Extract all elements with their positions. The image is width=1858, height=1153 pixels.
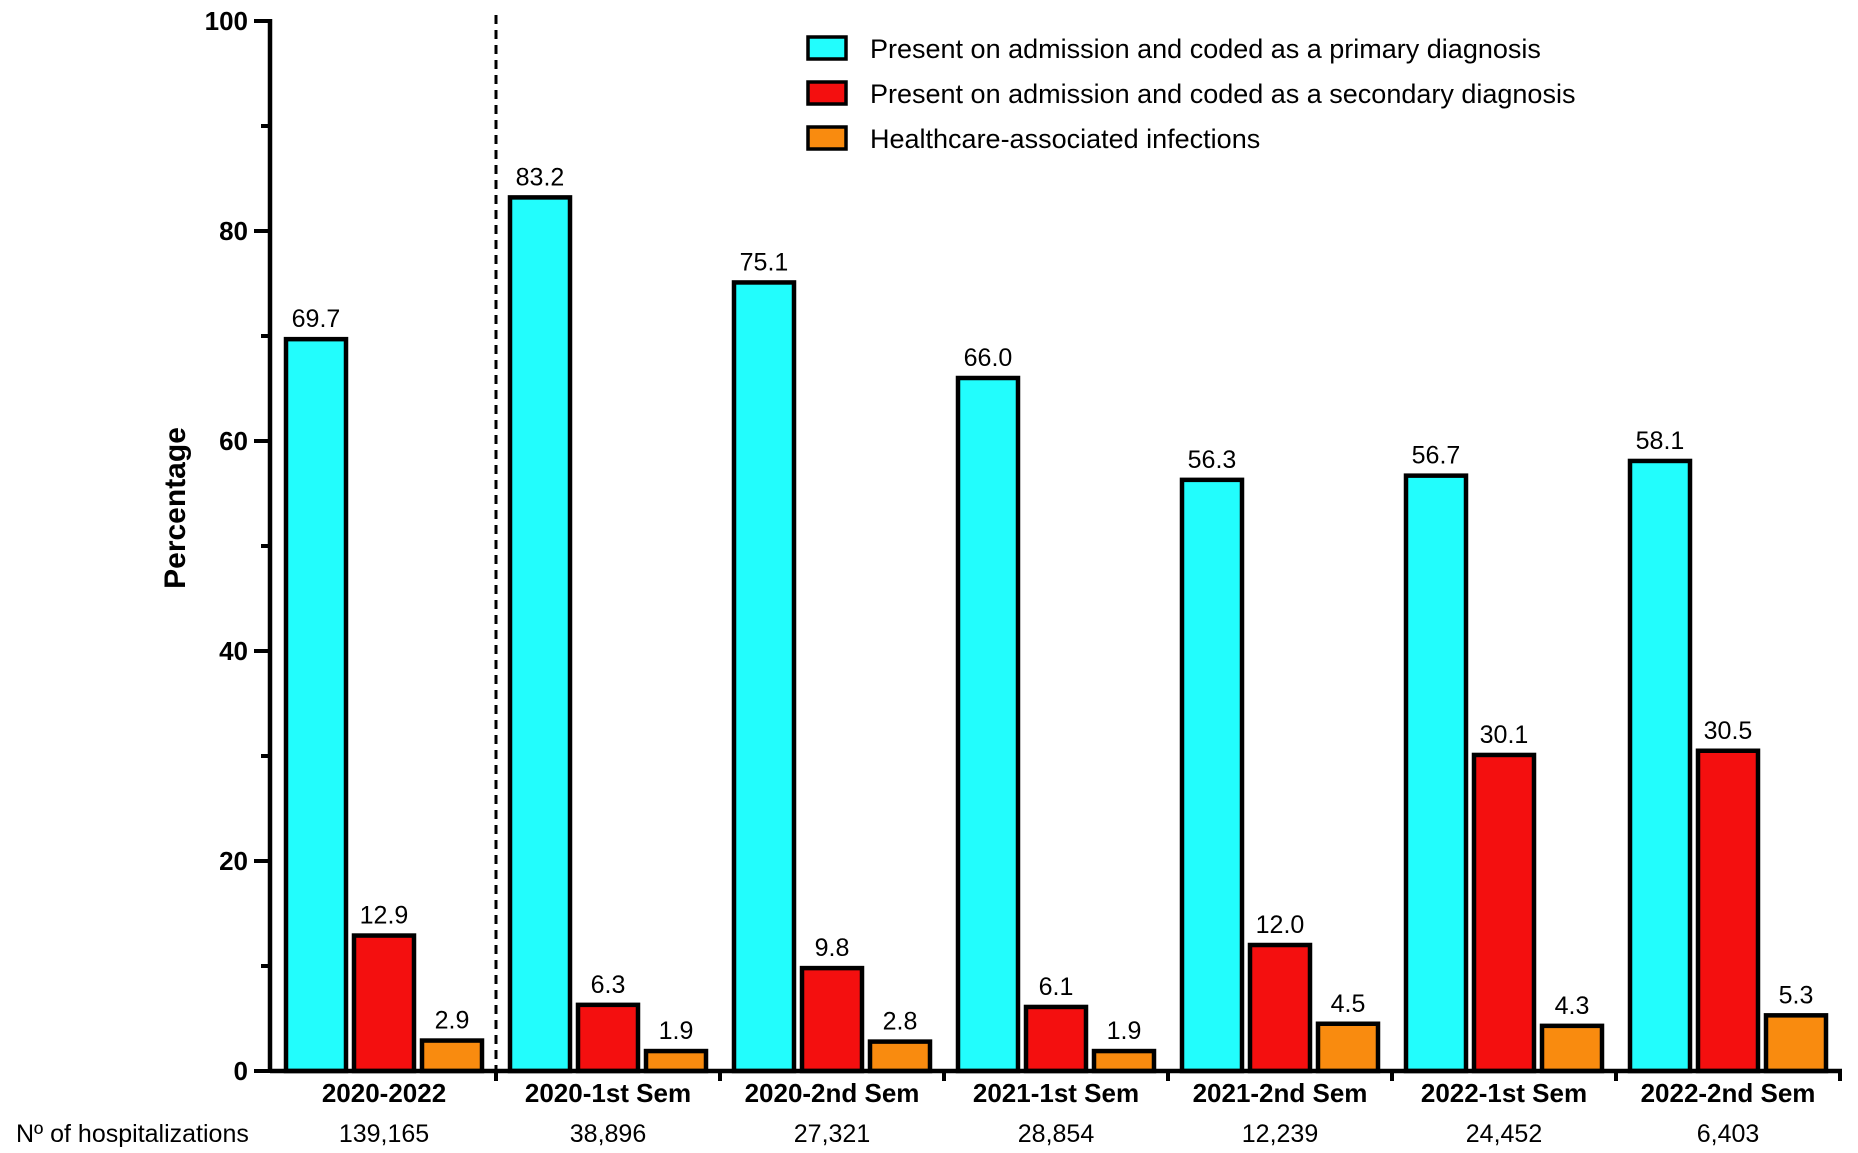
bar <box>507 195 573 1074</box>
x-tick-label: 2021-1st Sem <box>973 1078 1139 1108</box>
data-label: 30.5 <box>1704 717 1753 745</box>
data-label: 12.9 <box>360 902 409 930</box>
bar <box>1403 473 1469 1074</box>
bar <box>419 1038 485 1074</box>
data-label: 66.0 <box>964 344 1013 372</box>
y-tick-label: 80 <box>219 216 248 246</box>
x-tick-label: 2020-1st Sem <box>525 1078 691 1108</box>
data-label: 9.8 <box>815 934 850 962</box>
bar <box>1179 477 1245 1074</box>
hospitalizations-count: 139,165 <box>339 1120 429 1148</box>
hospitalizations-count: 27,321 <box>794 1120 870 1148</box>
bar <box>731 280 797 1074</box>
legend-swatch <box>806 35 848 61</box>
x-tick-label: 2020-2nd Sem <box>745 1078 920 1108</box>
hospitalizations-count: 28,854 <box>1018 1120 1095 1148</box>
bars-layer <box>283 195 1829 1074</box>
x-tick-label: 2022-1st Sem <box>1421 1078 1587 1108</box>
hospitalizations-count: 24,452 <box>1466 1120 1542 1148</box>
data-label: 30.1 <box>1480 721 1529 749</box>
bar <box>955 375 1021 1074</box>
x-tick-label: 2020-2022 <box>322 1078 446 1108</box>
y-tick-label: 40 <box>219 636 248 666</box>
data-label: 56.7 <box>1412 442 1461 470</box>
bar <box>575 1002 641 1074</box>
bar <box>1471 752 1537 1074</box>
bar <box>867 1039 933 1074</box>
data-label: 69.7 <box>292 305 341 333</box>
data-label: 1.9 <box>659 1017 694 1045</box>
bar <box>643 1048 709 1074</box>
x-tick-label: 2022-2nd Sem <box>1641 1078 1816 1108</box>
y-tick-label: 0 <box>234 1056 248 1086</box>
y-axis-title: Percentage <box>159 427 192 589</box>
legend-swatch <box>806 125 848 151</box>
data-label: 1.9 <box>1107 1017 1142 1045</box>
hospitalizations-count: 12,239 <box>1242 1120 1318 1148</box>
data-label: 6.1 <box>1039 973 1074 1001</box>
bar <box>1023 1004 1089 1074</box>
value-labels-layer: 69.7 12.9 2.9 83.2 6.3 1.9 75.1 9.8 2.8 66.0 6.1 1.… <box>292 163 1814 1045</box>
legend-label: Present on admission and coded as a seco… <box>870 79 1575 109</box>
data-label: 56.3 <box>1188 446 1237 474</box>
data-label: 58.1 <box>1636 427 1685 455</box>
data-label: 4.5 <box>1331 990 1366 1018</box>
legend-label: Present on admission and coded as a prim… <box>870 34 1541 64</box>
data-label: 5.3 <box>1779 981 1814 1009</box>
bar <box>1247 942 1313 1074</box>
data-label: 2.8 <box>883 1008 918 1036</box>
y-tick-label: 100 <box>205 6 248 36</box>
bar <box>1539 1023 1605 1074</box>
data-label: 2.9 <box>435 1007 470 1035</box>
bar <box>1695 748 1761 1074</box>
y-tick-label: 60 <box>219 426 248 456</box>
hospitalizations-count: 38,896 <box>570 1120 646 1148</box>
axes-layer: 2020-2022 139,165 2020-1st Sem 38,896 2020-2… <box>205 6 1842 1148</box>
bar <box>1627 458 1693 1074</box>
hospitalizations-count: 6,403 <box>1697 1120 1760 1148</box>
bar <box>1763 1013 1829 1074</box>
legend-swatch <box>806 80 848 106</box>
data-label: 83.2 <box>516 163 565 191</box>
legend: Present on admission and coded as a prim… <box>806 34 1575 154</box>
data-label: 75.1 <box>740 248 789 276</box>
bar <box>283 336 349 1074</box>
x-tick-label: 2021-2nd Sem <box>1193 1078 1368 1108</box>
bar <box>799 965 865 1074</box>
data-label: 12.0 <box>1256 911 1305 939</box>
data-label: 6.3 <box>591 971 626 999</box>
data-label: 4.3 <box>1555 992 1590 1020</box>
y-tick-label: 20 <box>219 846 248 876</box>
legend-label: Healthcare-associated infections <box>870 124 1260 154</box>
bar <box>1091 1048 1157 1074</box>
bar <box>1315 1021 1381 1074</box>
bar <box>351 933 417 1074</box>
hospitalizations-row-label: Nº of hospitalizations <box>16 1120 249 1148</box>
